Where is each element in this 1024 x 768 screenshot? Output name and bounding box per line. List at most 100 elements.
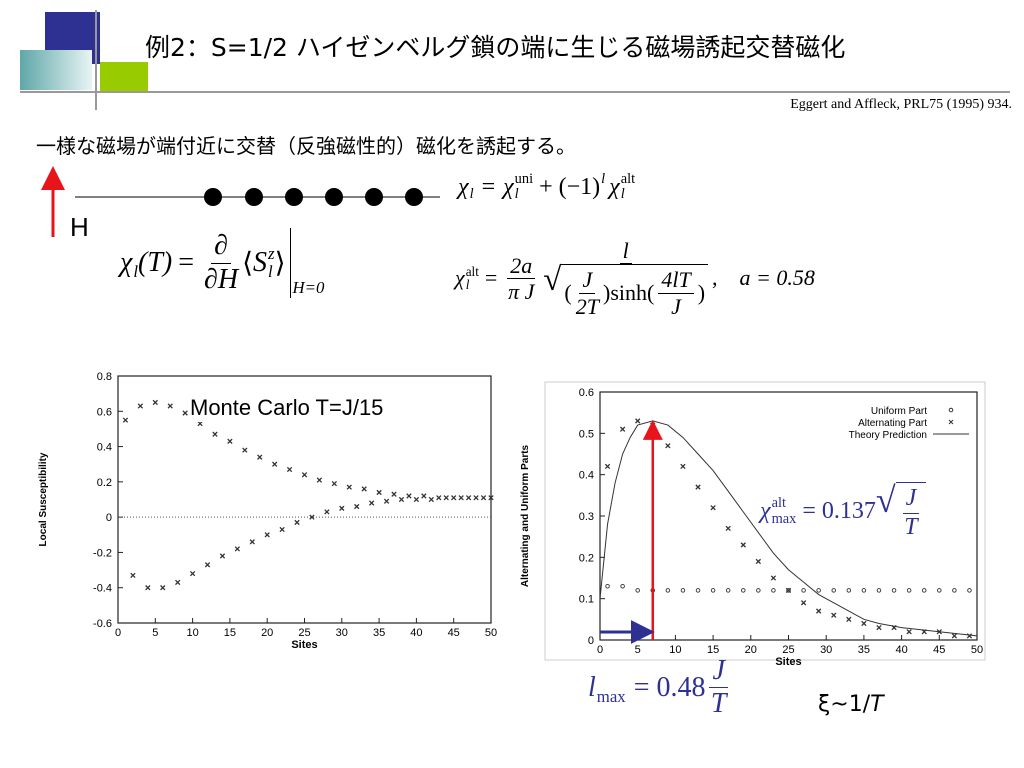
spin-site: [285, 188, 303, 206]
point: [635, 588, 640, 593]
formula-part: H=0: [292, 278, 325, 297]
y-tick-label: 0.5: [579, 428, 594, 440]
point: [725, 588, 731, 593]
formula-part: J: [902, 485, 920, 514]
point: [458, 495, 464, 501]
formula-part: 2a: [507, 253, 536, 279]
point: [286, 466, 293, 473]
formula-part: χ: [120, 247, 133, 278]
formula-part: (−1): [558, 173, 601, 200]
formula-part: π J: [508, 278, 535, 304]
formula-part: alt: [771, 495, 786, 512]
formula-part: χ: [458, 173, 469, 200]
x-tick-label: 35: [858, 644, 870, 656]
y-tick-label: -0.2: [93, 547, 112, 559]
formula-part: alt: [465, 263, 479, 279]
y-axis-label: Local Susceptibility: [38, 452, 49, 546]
formula-part: max: [771, 510, 797, 527]
point: [488, 495, 494, 501]
point: [665, 443, 671, 449]
point: [771, 588, 776, 593]
point: [421, 493, 427, 499]
point: [710, 505, 716, 511]
point: [160, 585, 166, 591]
formula-part: alt: [620, 171, 636, 187]
x-tick-label: 40: [895, 644, 907, 656]
formula: ξ~1/T: [818, 692, 884, 717]
line: [599, 420, 978, 637]
x-tick-label: 20: [261, 627, 273, 639]
point: [695, 484, 701, 490]
formula-part: χ: [609, 173, 620, 200]
point: [257, 454, 263, 460]
formula-part: 2T: [575, 293, 599, 319]
y-tick-label: -0.6: [93, 618, 112, 630]
y-tick-label: 0.4: [97, 442, 112, 454]
point: [801, 588, 806, 593]
chart-panel: [544, 381, 986, 661]
formula-part: max: [596, 686, 626, 706]
x-tick-label: 25: [782, 644, 794, 656]
point: [137, 403, 144, 409]
y-tick-label: -0.4: [93, 583, 112, 595]
point: [316, 477, 323, 483]
point: [861, 620, 867, 627]
y-tick-label: 0.6: [579, 387, 594, 399]
formula-part: T: [710, 688, 727, 720]
point: [242, 447, 248, 453]
x-tick-label: 30: [820, 644, 832, 656]
formula-part: J: [579, 267, 596, 294]
formula-part: l: [465, 277, 470, 293]
point: [152, 399, 158, 406]
formula-part: l: [268, 262, 273, 281]
y-tick-label: 0.2: [97, 477, 112, 489]
point: [234, 546, 241, 552]
point: [665, 588, 671, 593]
point: [465, 495, 472, 501]
point: [354, 503, 360, 510]
point: [391, 491, 397, 497]
point: [324, 509, 330, 515]
legend-swatch: [948, 407, 954, 413]
formula-part: ,: [712, 265, 718, 291]
x-tick-label: 25: [298, 627, 310, 639]
y-tick-label: 0.1: [579, 594, 594, 606]
point: [755, 558, 761, 565]
point: [785, 587, 792, 594]
point: [846, 588, 852, 593]
point: [906, 588, 912, 593]
x-tick-label: 10: [669, 644, 681, 656]
point: [361, 486, 367, 492]
title: 例2：S=1/2 ハイゼンベルグ鎖の端に生じる磁場誘起交替磁化: [145, 33, 846, 62]
x-tick-label: 5: [152, 627, 158, 639]
annotation-bg: [188, 392, 476, 422]
formula-part: ⟩: [274, 248, 286, 279]
x-tick-label: 50: [971, 644, 983, 656]
point: [294, 519, 300, 526]
point: [189, 570, 196, 577]
point: [376, 489, 382, 496]
x-tick-label: 30: [336, 627, 348, 639]
statement: 一様な磁場が端付近に交替（反強磁性的）磁化を誘起する。: [36, 134, 576, 158]
point: [175, 579, 181, 586]
point: [383, 498, 390, 504]
point: [816, 608, 822, 614]
formula-part: ξ~1/: [818, 692, 871, 717]
x-tick-label: 35: [373, 627, 385, 639]
point: [816, 588, 821, 593]
point: [605, 584, 610, 589]
formula-part: χ: [455, 265, 465, 291]
x-tick-label: 45: [933, 644, 945, 656]
point: [619, 426, 626, 432]
point: [740, 542, 746, 548]
x-tick-label: 45: [448, 627, 460, 639]
x-tick-label: 0: [115, 627, 121, 639]
point: [279, 526, 285, 533]
point: [451, 495, 457, 501]
point: [272, 461, 278, 467]
point: [786, 588, 791, 593]
point: [604, 463, 611, 470]
point: [473, 495, 479, 501]
